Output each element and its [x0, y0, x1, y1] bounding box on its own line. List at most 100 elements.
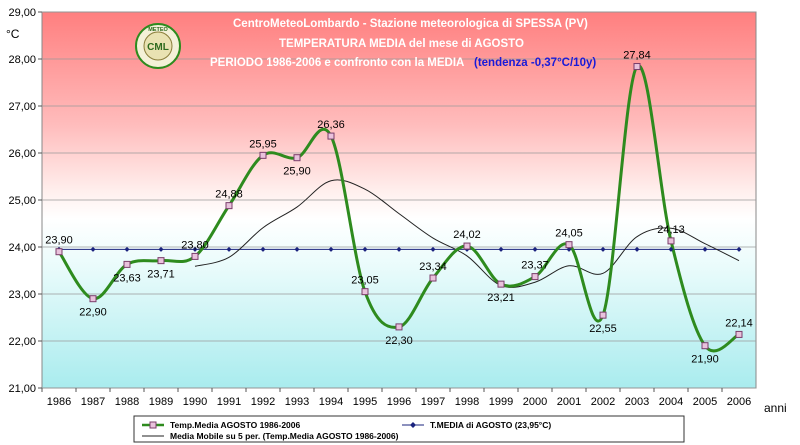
y-tick-label: 25,00	[8, 195, 36, 207]
series-line-media-mobile	[194, 179, 740, 288]
data-point-temp-media	[259, 151, 267, 159]
data-point-media-agosto	[362, 246, 368, 252]
data-label: 23,90	[45, 235, 73, 247]
y-tick-label: 26,00	[8, 148, 36, 160]
data-point-temp-media	[327, 132, 335, 140]
data-point-media-agosto	[192, 246, 198, 252]
gridlines	[42, 11, 756, 389]
x-tick-label: 2005	[693, 396, 717, 408]
data-point-media-agosto	[430, 246, 436, 252]
legend-item-media-mobile: Media Mobile su 5 per. (Temp.Media AGOST…	[142, 431, 399, 441]
x-tick-label: 1988	[115, 396, 139, 408]
chart-title-line-1: CentroMeteoLombardo - Stazione meteorolo…	[233, 18, 588, 30]
data-point-media-agosto	[532, 246, 538, 252]
data-point-temp-media	[599, 311, 607, 319]
data-point-temp-media	[89, 295, 97, 303]
data-point-media-agosto	[702, 246, 708, 252]
svg-text:Temp.Media AGOSTO 1986-2006: Temp.Media AGOSTO 1986-2006	[170, 420, 300, 430]
y-axis-ticks: 21,00 22,00 23,00 24,00 25,00 26,00 27,00 28,00…	[8, 7, 42, 395]
y-tick-label: 29,00	[8, 7, 36, 19]
x-tick-label: 1992	[251, 396, 275, 408]
data-label: 23,80	[181, 239, 209, 251]
data-point-temp-media	[667, 237, 675, 245]
data-point-temp-media	[395, 323, 403, 331]
data-label: 25,95	[249, 138, 277, 150]
x-tick-label: 1995	[353, 396, 377, 408]
x-axis-label: anni	[764, 401, 787, 415]
y-tick-label: 24,00	[8, 242, 36, 254]
data-point-media-agosto	[90, 246, 96, 252]
data-point-temp-media	[463, 242, 471, 250]
data-label: 23,37	[521, 260, 549, 272]
data-point-media-agosto	[260, 246, 266, 252]
data-point-media-agosto	[600, 246, 606, 252]
data-point-media-agosto	[396, 246, 402, 252]
data-label: 23,63	[113, 272, 141, 284]
data-label: 23,05	[351, 275, 379, 287]
data-point-temp-media	[191, 252, 199, 260]
y-tick-label: 23,00	[8, 289, 36, 301]
data-point-media-agosto	[294, 246, 300, 252]
svg-text:METEO: METEO	[148, 27, 168, 33]
x-tick-label: 1991	[217, 396, 241, 408]
x-tick-label: 2002	[591, 396, 615, 408]
legend-box	[133, 415, 685, 443]
x-tick-label: 1987	[81, 396, 105, 408]
data-point-temp-media	[633, 63, 641, 71]
data-point-temp-media	[497, 280, 505, 288]
x-tick-label: 1990	[183, 396, 207, 408]
data-point-temp-media	[565, 241, 573, 249]
data-point-media-agosto	[158, 246, 164, 252]
x-tick-label: 1993	[285, 396, 309, 408]
data-label: 25,90	[283, 166, 311, 178]
data-point-temp-media	[157, 257, 165, 265]
trend-note: (tendenza -0,37°C/10y)	[474, 57, 596, 69]
cml-logo-icon: CML METEO	[135, 23, 181, 69]
series-markers	[55, 63, 743, 350]
x-tick-label: 1989	[149, 396, 173, 408]
data-label: 21,90	[691, 354, 719, 366]
svg-text:Media Mobile su 5 per. (Temp.M: Media Mobile su 5 per. (Temp.Media AGOST…	[170, 431, 399, 441]
data-label: 24,13	[657, 224, 685, 236]
data-point-media-agosto	[226, 246, 232, 252]
data-point-media-agosto	[736, 246, 742, 252]
data-point-temp-media	[123, 260, 131, 268]
data-point-temp-media	[429, 274, 437, 282]
y-tick-label: 28,00	[8, 54, 36, 66]
data-point-temp-media	[225, 202, 233, 210]
legend: Temp.Media AGOSTO 1986-2006 Media Mobile…	[133, 415, 685, 443]
data-label: 26,36	[317, 119, 345, 131]
x-tick-label: 2001	[557, 396, 581, 408]
data-point-media-agosto	[498, 246, 504, 252]
data-label: 22,14	[725, 317, 753, 329]
chart-title-line-2: TEMPERATURA MEDIA del mese di AGOSTO	[279, 38, 524, 50]
x-tick-label: 1998	[455, 396, 479, 408]
data-point-media-agosto	[124, 246, 130, 252]
data-label: 27,84	[623, 50, 651, 62]
data-point-temp-media	[293, 154, 301, 162]
x-tick-label: 1999	[489, 396, 513, 408]
x-tick-label: 1994	[319, 396, 343, 408]
data-point-temp-media	[531, 273, 539, 281]
legend-item-media-agosto: T.MEDIA di AGOSTO (23,95°C)	[402, 420, 551, 430]
x-tick-label: 2006	[727, 396, 751, 408]
data-label: 24,05	[555, 228, 583, 240]
x-tick-label: 2000	[523, 396, 547, 408]
x-tick-label: 2004	[659, 396, 683, 408]
data-labels: 23,90 22,90 23,63 23,71 23,80 24,88 25,95 25,90…	[45, 50, 753, 366]
data-label: 22,55	[589, 323, 617, 335]
data-label: 22,30	[385, 335, 413, 347]
legend-item-temp-media: Temp.Media AGOSTO 1986-2006	[142, 420, 300, 430]
data-point-media-agosto	[634, 246, 640, 252]
x-axis-ticks: 1986 1987 1988 1989 1990 1991 1992 1993 1994 1995…	[41, 388, 751, 408]
x-tick-label: 1997	[421, 396, 445, 408]
data-label: 23,71	[147, 269, 175, 281]
y-tick-label: 22,00	[8, 336, 36, 348]
data-label: 24,02	[453, 229, 481, 241]
svg-text:T.MEDIA di AGOSTO (23,95°C): T.MEDIA di AGOSTO (23,95°C)	[430, 420, 551, 430]
x-tick-label: 1996	[387, 396, 411, 408]
x-tick-label: 2003	[625, 396, 649, 408]
data-point-temp-media	[735, 330, 743, 338]
